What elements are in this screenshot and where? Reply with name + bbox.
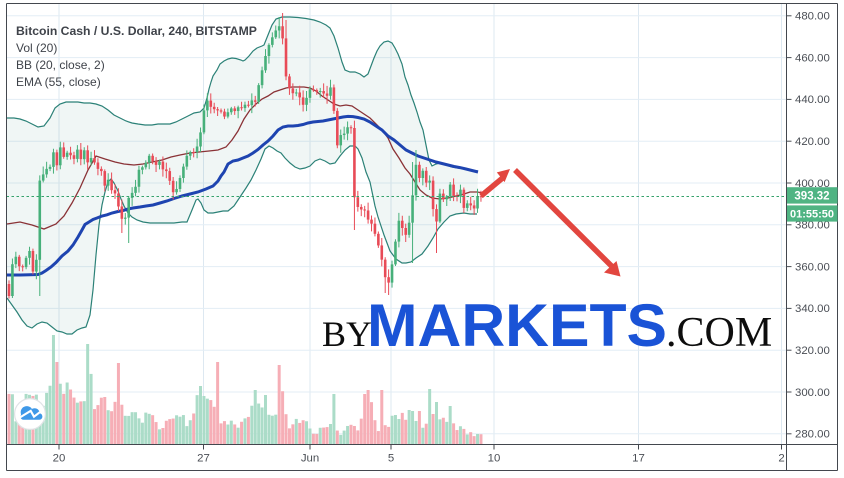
svg-text:300.00: 300.00 xyxy=(795,387,830,399)
svg-text:340.00: 340.00 xyxy=(795,303,830,315)
svg-text:01:55:50: 01:55:50 xyxy=(790,209,834,221)
svg-text:360.00: 360.00 xyxy=(795,261,830,273)
svg-text:20: 20 xyxy=(53,453,66,465)
svg-text:420.00: 420.00 xyxy=(795,136,830,148)
svg-text:Vol (20): Vol (20) xyxy=(16,41,57,55)
svg-text:380.00: 380.00 xyxy=(795,220,830,232)
svg-text:480.00: 480.00 xyxy=(795,11,830,23)
svg-text:280.00: 280.00 xyxy=(795,429,830,441)
svg-text:EMA (55, close): EMA (55, close) xyxy=(16,75,101,89)
svg-text:27: 27 xyxy=(197,453,210,465)
svg-text:5: 5 xyxy=(388,453,394,465)
svg-text:393.32: 393.32 xyxy=(794,191,829,203)
svg-text:BB (20, close, 2): BB (20, close, 2) xyxy=(16,58,105,72)
svg-text:440.00: 440.00 xyxy=(795,94,830,106)
svg-text:2: 2 xyxy=(778,453,784,465)
svg-text:10: 10 xyxy=(488,453,501,465)
svg-text:17: 17 xyxy=(632,453,645,465)
svg-text:Bitcoin Cash / U.S. Dollar, 24: Bitcoin Cash / U.S. Dollar, 240, BITSTAM… xyxy=(16,24,257,38)
svg-text:MARKETS: MARKETS xyxy=(367,292,667,359)
svg-text:320.00: 320.00 xyxy=(795,345,830,357)
svg-text:Jun: Jun xyxy=(301,453,319,465)
svg-text:400.00: 400.00 xyxy=(795,178,830,190)
svg-text:BY: BY xyxy=(322,314,372,354)
svg-text:.COM: .COM xyxy=(666,310,772,356)
svg-text:460.00: 460.00 xyxy=(795,52,830,64)
